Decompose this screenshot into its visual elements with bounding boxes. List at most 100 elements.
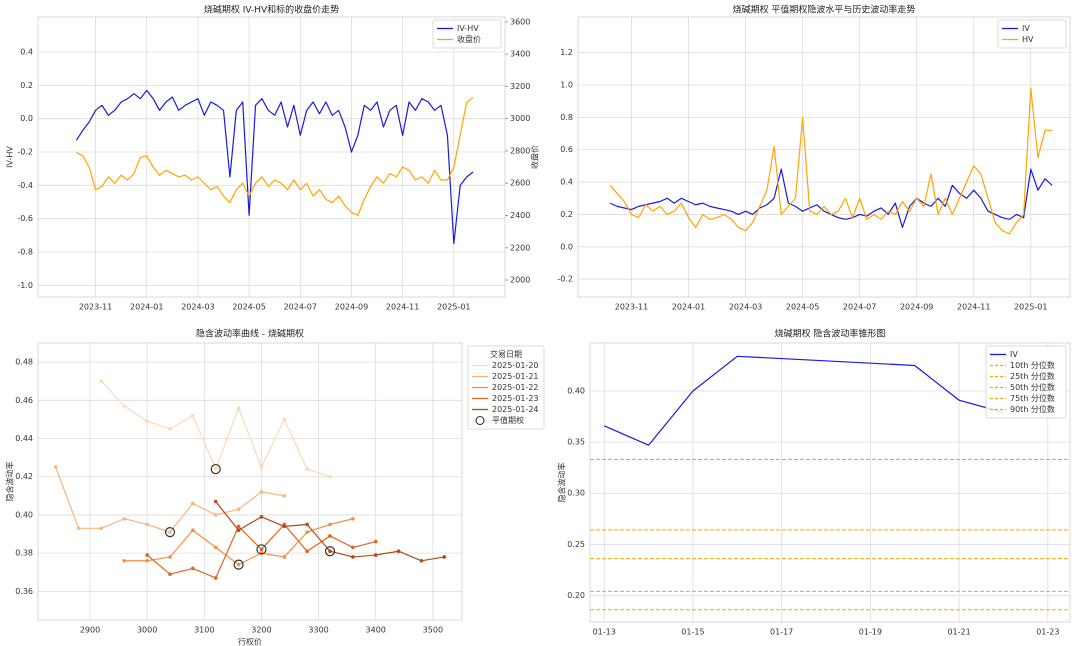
y2-tick-label: 2400 bbox=[510, 211, 530, 220]
x-tick-label: 01-19 bbox=[859, 628, 882, 637]
y-tick-label: -0.8 bbox=[17, 248, 33, 257]
x-tick-label: 2024-03 bbox=[181, 303, 214, 312]
legend: IV HV bbox=[997, 19, 1067, 49]
point bbox=[145, 419, 149, 424]
legend-box bbox=[432, 19, 502, 49]
point bbox=[213, 545, 218, 550]
y-tick-label: 0.40 bbox=[15, 510, 33, 519]
x-tick-label: 2024-05 bbox=[232, 303, 265, 312]
x-tick-label: 01-17 bbox=[770, 628, 793, 637]
point bbox=[373, 539, 378, 544]
legend-label: HV bbox=[1022, 35, 1034, 44]
point bbox=[145, 553, 149, 557]
point bbox=[191, 528, 195, 533]
point bbox=[259, 490, 264, 494]
y-tick-label: -0.4 bbox=[17, 181, 33, 190]
x-tick-label: 2024-01 bbox=[130, 303, 163, 312]
plot-frame bbox=[577, 16, 1071, 298]
legend-label: 75th 分位数 bbox=[1010, 393, 1055, 403]
x-tick-label: 2023-11 bbox=[79, 303, 112, 312]
y-tick-label: 0.38 bbox=[15, 549, 33, 558]
y-tick-label: 0.0 bbox=[560, 242, 573, 251]
plot-frame bbox=[37, 16, 506, 298]
point bbox=[191, 413, 195, 418]
legend: 交易日期 2025-01-20 2025-01-21 2025-01-22 2025-0… bbox=[467, 345, 545, 430]
y-tick-label: 0.36 bbox=[15, 587, 33, 596]
y2-axis-label: 收盘价 bbox=[530, 145, 540, 169]
y2-tick-label: 3600 bbox=[510, 17, 530, 26]
point bbox=[122, 404, 127, 408]
y-tick-label: -0.2 bbox=[557, 275, 573, 284]
series-line bbox=[75, 89, 474, 245]
point bbox=[168, 572, 172, 576]
point bbox=[168, 530, 172, 534]
legend-label: 平值期权 bbox=[492, 415, 524, 425]
y-tick-label: 1.2 bbox=[560, 48, 573, 57]
y-tick-label: -0.2 bbox=[17, 148, 33, 157]
y-tick-label: 0.35 bbox=[567, 438, 585, 447]
point bbox=[351, 545, 355, 550]
x-tick-label: 3300 bbox=[308, 626, 328, 635]
legend-label: IV bbox=[1010, 350, 1018, 359]
y-axis-label: IV-HV bbox=[6, 146, 15, 168]
point bbox=[305, 549, 309, 554]
point bbox=[213, 576, 218, 580]
point bbox=[396, 549, 401, 554]
point bbox=[236, 507, 241, 512]
y-tick-label: 0.4 bbox=[20, 48, 33, 57]
point bbox=[76, 526, 81, 531]
y-tick-label: 0.46 bbox=[15, 396, 33, 405]
chart-title: 烧碱期权 IV-HV和标的收盘价走势 bbox=[204, 4, 339, 16]
legend-label: IV-HV bbox=[457, 24, 479, 33]
point bbox=[236, 406, 241, 410]
point bbox=[236, 528, 241, 533]
point bbox=[145, 522, 149, 527]
series-line bbox=[100, 380, 331, 478]
point bbox=[168, 555, 172, 559]
point bbox=[236, 562, 241, 567]
atm-marker bbox=[256, 544, 267, 555]
y-tick-label: 0.42 bbox=[15, 472, 33, 481]
y2-tick-label: 2800 bbox=[510, 146, 530, 155]
point bbox=[373, 553, 378, 557]
point bbox=[122, 558, 127, 563]
x-tick-label: 01-23 bbox=[1036, 628, 1059, 637]
chart-title: 隐含波动率曲线 - 烧碱期权 bbox=[196, 328, 304, 340]
point bbox=[282, 417, 287, 422]
legend-title: 交易日期 bbox=[490, 349, 522, 359]
point bbox=[328, 549, 332, 554]
point bbox=[442, 555, 447, 559]
y-axis-label: 隐含波动率 bbox=[557, 463, 567, 503]
point bbox=[191, 501, 195, 506]
x-tick-label: 01-21 bbox=[947, 628, 970, 637]
x-tick-label: 2025-01 bbox=[1014, 303, 1047, 312]
y-tick-label: 0.20 bbox=[567, 591, 585, 600]
legend-label: 25th 分位数 bbox=[1010, 371, 1055, 381]
legend-box bbox=[985, 345, 1067, 419]
y-tick-label: 1.0 bbox=[560, 80, 573, 89]
x-tick-label: 2024-09 bbox=[900, 303, 933, 312]
x-tick-label: 2900 bbox=[80, 626, 100, 635]
x-tick-label: 2023-11 bbox=[615, 303, 648, 312]
atm-marker bbox=[164, 527, 176, 538]
point bbox=[282, 524, 287, 529]
y-tick-label: 0.2 bbox=[560, 210, 573, 219]
y2-tick-label: 3400 bbox=[510, 50, 530, 59]
y-tick-label: 0.40 bbox=[567, 387, 585, 396]
legend-label: 2025-01-23 bbox=[492, 394, 539, 403]
point bbox=[236, 524, 241, 529]
x-tick-label: 3400 bbox=[366, 626, 386, 635]
atm-marker bbox=[233, 559, 244, 570]
legend-label: 90th 分位数 bbox=[1010, 404, 1055, 414]
x-tick-label: 01-13 bbox=[593, 628, 616, 637]
point bbox=[53, 465, 58, 469]
point bbox=[305, 467, 309, 471]
y2-tick-label: 2000 bbox=[510, 276, 530, 285]
x-tick-label: 3200 bbox=[251, 626, 271, 635]
x-tick-label: 2024-03 bbox=[729, 303, 762, 312]
point bbox=[419, 558, 424, 563]
y-tick-label: 0.4 bbox=[560, 178, 573, 187]
legend-label: 10th 分位数 bbox=[1010, 360, 1055, 370]
